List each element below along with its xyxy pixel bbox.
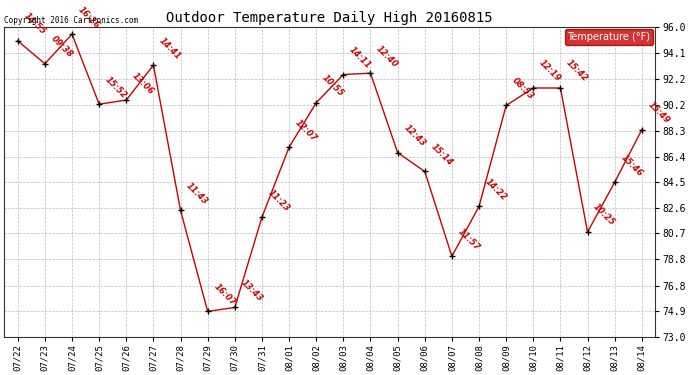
Text: 12:19: 12:19 — [538, 58, 563, 84]
Text: 14:22: 14:22 — [483, 177, 509, 202]
Title: Outdoor Temperature Daily High 20160815: Outdoor Temperature Daily High 20160815 — [166, 11, 493, 25]
Text: 15:14: 15:14 — [429, 142, 454, 167]
Text: 12:40: 12:40 — [375, 44, 400, 69]
Text: 16:26: 16:26 — [76, 4, 101, 30]
Text: Copyright 2016 Cartronics.com: Copyright 2016 Cartronics.com — [4, 16, 138, 25]
Text: 11:43: 11:43 — [185, 181, 210, 206]
Text: 16:07: 16:07 — [212, 282, 237, 307]
Text: 12:07: 12:07 — [293, 118, 319, 143]
Text: 11:57: 11:57 — [456, 227, 482, 252]
Text: 14:55: 14:55 — [22, 11, 48, 37]
Text: 09:38: 09:38 — [49, 34, 75, 60]
Text: 13:43: 13:43 — [239, 278, 264, 303]
Text: 08:53: 08:53 — [511, 76, 535, 101]
Legend: Temperature (°F): Temperature (°F) — [564, 29, 653, 45]
Text: 10:55: 10:55 — [320, 73, 346, 99]
Text: 15:46: 15:46 — [619, 153, 644, 178]
Text: 13:06: 13:06 — [130, 70, 156, 96]
Text: 11:23: 11:23 — [266, 188, 291, 213]
Text: 10:25: 10:25 — [592, 202, 617, 228]
Text: 14:41: 14:41 — [157, 36, 183, 61]
Text: 15:42: 15:42 — [564, 58, 590, 84]
Text: 14:11: 14:11 — [348, 45, 373, 70]
Text: 15:49: 15:49 — [646, 100, 671, 126]
Text: 15:52: 15:52 — [104, 75, 128, 100]
Text: 12:43: 12:43 — [402, 123, 427, 148]
